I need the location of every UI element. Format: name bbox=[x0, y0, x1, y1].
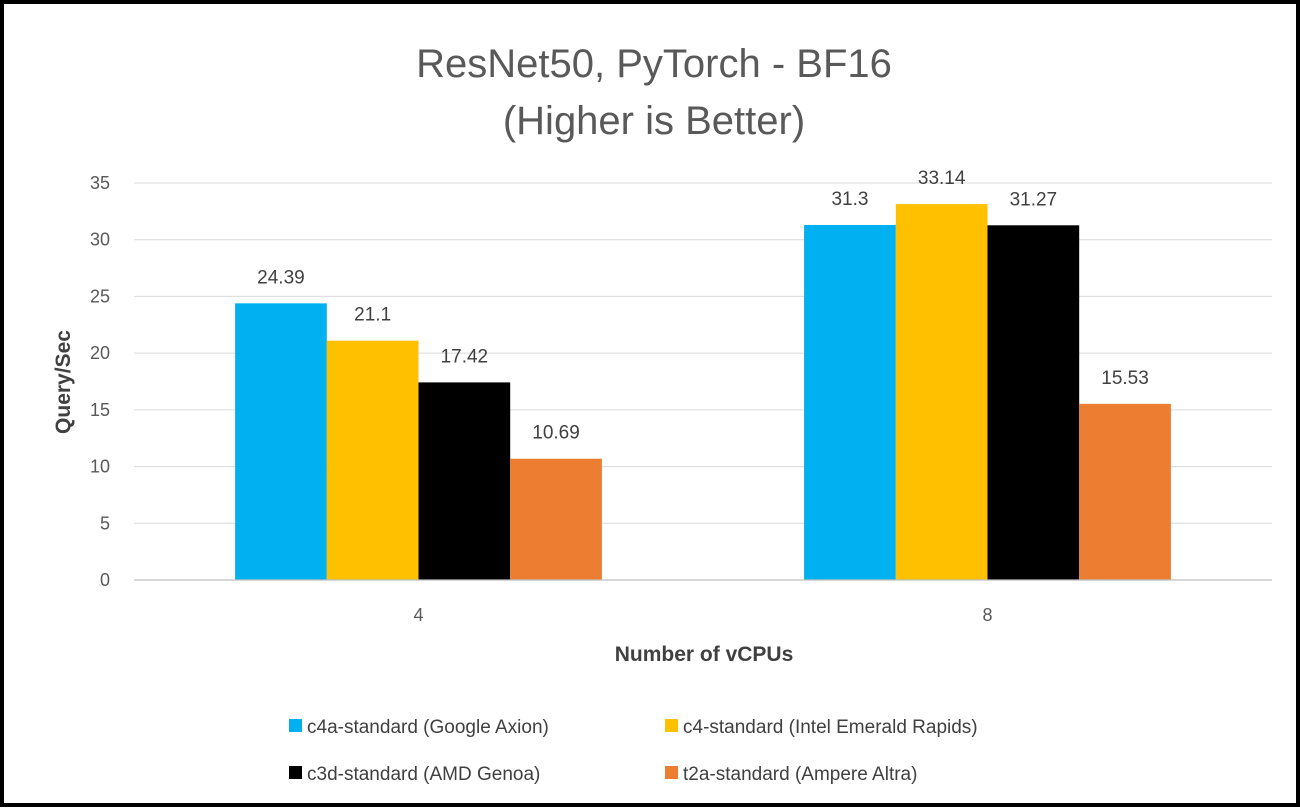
data-labels: 24.39 21.1 17.42 10.69 31.3 33.14 31.27 15.53 bbox=[257, 168, 1149, 444]
data-label: 24.39 bbox=[257, 267, 305, 288]
legend-swatch bbox=[289, 719, 302, 732]
legend-label: c4a-standard (Google Axion) bbox=[307, 717, 549, 738]
chart-title-line-2: (Higher is Better) bbox=[503, 99, 805, 143]
legend-label: t2a-standard (Ampere Altra) bbox=[683, 764, 917, 785]
x-tick-label: 8 bbox=[982, 605, 992, 625]
y-axis-title: Query/Sec bbox=[52, 330, 75, 434]
bars bbox=[235, 204, 1171, 581]
legend-label: c4-standard (Intel Emerald Rapids) bbox=[683, 717, 978, 738]
y-tick-label: 35 bbox=[90, 173, 110, 193]
x-tick-label: 4 bbox=[413, 605, 423, 625]
data-label: 10.69 bbox=[532, 423, 580, 444]
bar-3-cat-8 bbox=[987, 225, 1080, 581]
legend-swatch bbox=[665, 719, 678, 732]
data-label: 33.14 bbox=[918, 168, 966, 189]
bar-1-cat-4 bbox=[235, 303, 327, 580]
data-label: 31.27 bbox=[1010, 189, 1058, 210]
data-label: 15.53 bbox=[1101, 368, 1149, 389]
y-tick-label: 25 bbox=[90, 286, 110, 306]
data-label: 17.42 bbox=[441, 346, 489, 367]
y-tick-label: 5 bbox=[100, 513, 110, 533]
bar-2-cat-8 bbox=[895, 204, 988, 580]
x-axis-title: Number of vCPUs bbox=[615, 643, 794, 666]
y-tick-label: 30 bbox=[90, 230, 110, 250]
legend: c4a-standard (Google Axion) c4-standard (… bbox=[289, 717, 978, 785]
legend-swatch bbox=[665, 766, 678, 779]
bar-2-cat-4 bbox=[326, 340, 419, 580]
bar-4-cat-8 bbox=[1079, 403, 1171, 580]
y-tick-label: 10 bbox=[90, 457, 110, 477]
legend-swatch bbox=[289, 766, 302, 779]
bar-4-cat-4 bbox=[510, 458, 602, 580]
y-tick-label: 15 bbox=[90, 400, 110, 420]
bar-3-cat-4 bbox=[418, 382, 511, 580]
data-label: 31.3 bbox=[831, 189, 868, 210]
chart-title-line-1: ResNet50, PyTorch - BF16 bbox=[416, 42, 892, 86]
bar-chart: ResNet50, PyTorch - BF16 (Higher is Bett… bbox=[52, 42, 1272, 785]
y-tick-label: 20 bbox=[90, 343, 110, 363]
y-axis-ticks: 0 5 10 15 20 25 30 35 bbox=[90, 173, 110, 590]
y-tick-label: 0 bbox=[100, 570, 110, 590]
data-label: 21.1 bbox=[354, 305, 391, 326]
legend-label: c3d-standard (AMD Genoa) bbox=[307, 764, 540, 785]
bar-1-cat-8 bbox=[804, 224, 896, 580]
